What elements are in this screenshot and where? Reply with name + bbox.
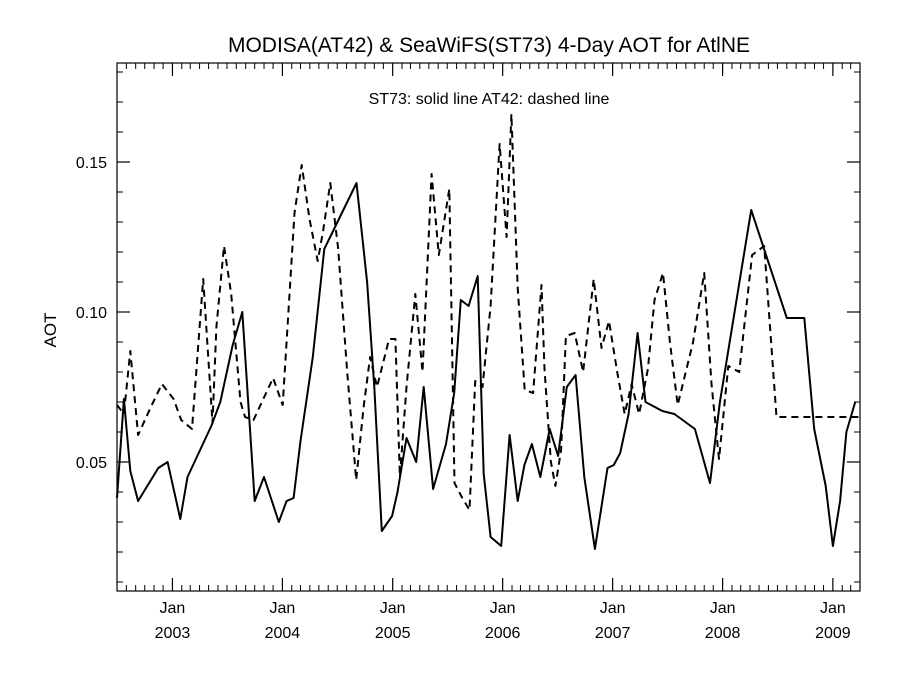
- y-tick-label: 0.15: [76, 155, 107, 172]
- x-tick-label-year: 2007: [595, 625, 631, 642]
- y-tick-label: 0.10: [76, 305, 107, 322]
- x-tick-label-year: 2008: [705, 625, 741, 642]
- x-tick-label-year: 2004: [265, 625, 301, 642]
- dashed-series-line: [116, 113, 860, 511]
- minor-ticks: [116, 63, 861, 591]
- x-tick-label-month: Jan: [710, 600, 736, 617]
- y-axis-label: AOT: [41, 313, 60, 348]
- x-tick-label-month: Jan: [160, 600, 186, 617]
- plot-frame: [116, 62, 861, 592]
- chart-annotation: ST73: solid line AT42: dashed line: [369, 91, 610, 108]
- x-tick-label-year: 2009: [815, 625, 851, 642]
- x-tick-label-year: 2005: [375, 625, 411, 642]
- x-tick-label-month: Jan: [820, 600, 846, 617]
- y-tick-labels: 0.05 0.10 0.15: [76, 155, 107, 472]
- y-tick-label: 0.05: [76, 455, 107, 472]
- x-tick-label-month: Jan: [600, 600, 626, 617]
- series-group: [116, 113, 860, 550]
- x-tick-labels: Jan 2003 Jan 2004 Jan 2005 Jan 2006 Jan 2007 Jan 20…: [155, 600, 851, 642]
- chart-title: MODISA(AT42) & SeaWiFS(ST73) 4-Day AOT f…: [228, 34, 750, 57]
- x-tick-label-year: 2003: [155, 625, 191, 642]
- x-tick-label-year: 2006: [485, 625, 521, 642]
- x-tick-label-month: Jan: [380, 600, 406, 617]
- x-tick-label-month: Jan: [490, 600, 516, 617]
- x-tick-label-month: Jan: [270, 600, 296, 617]
- solid-series-line: [116, 182, 857, 550]
